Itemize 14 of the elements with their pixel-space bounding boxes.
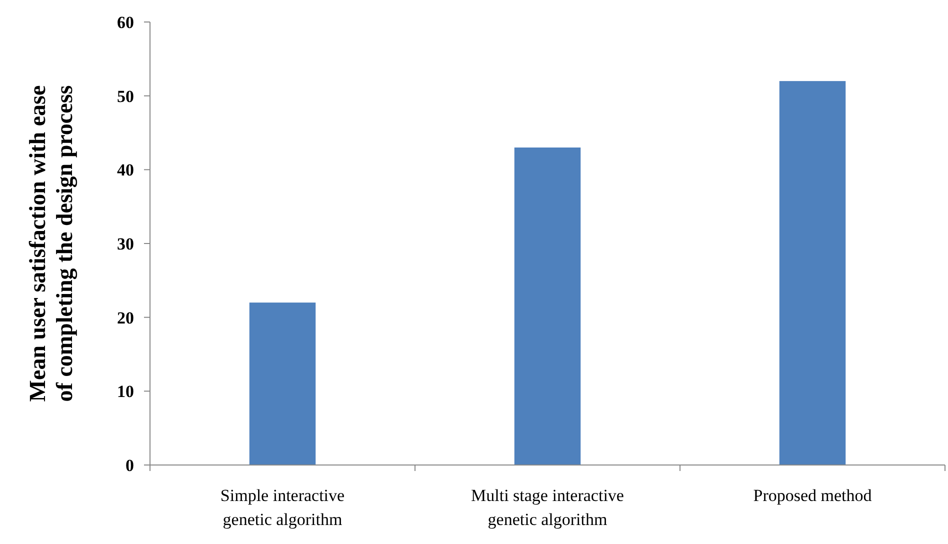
bar — [249, 302, 316, 465]
y-tick-label: 0 — [126, 456, 134, 475]
y-tick-label: 10 — [117, 382, 134, 402]
x-tick-label: Simple interactive genetic algorithm — [220, 486, 345, 529]
x-tick-label: Multi stage interactive genetic algorithm — [471, 486, 624, 529]
bar — [779, 81, 846, 465]
bar — [514, 148, 581, 465]
y-axis-title: Mean user satisfaction with ease of completing the design process — [25, 85, 78, 402]
y-tick-label: 30 — [117, 234, 134, 254]
y-tick-label: 40 — [117, 160, 134, 180]
y-tick-label: 50 — [117, 86, 134, 106]
y-tick-label: 20 — [117, 308, 134, 328]
y-tick-label: 60 — [117, 12, 134, 32]
x-tick-label: Proposed method — [753, 486, 872, 505]
